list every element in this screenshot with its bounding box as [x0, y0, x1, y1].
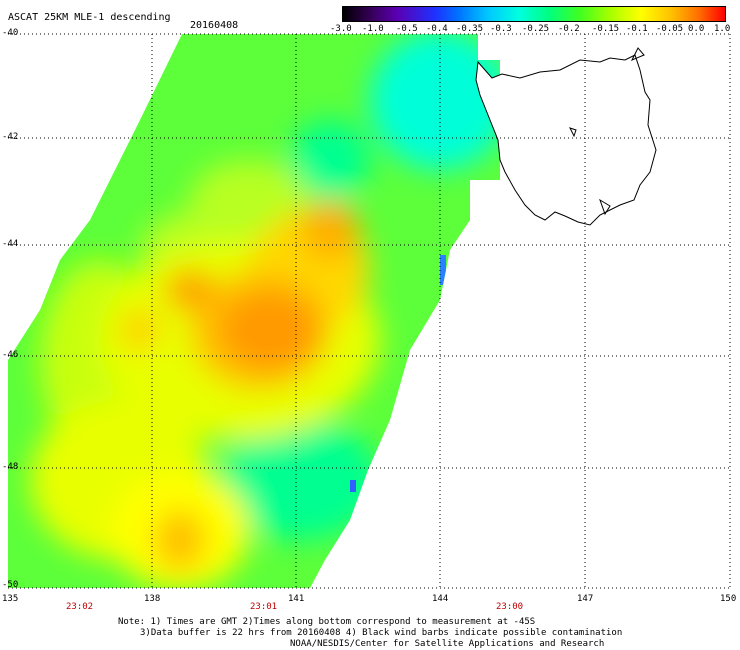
lon-label: 150	[720, 594, 737, 604]
graticule	[8, 33, 731, 589]
color-scale-bar	[342, 6, 726, 22]
credit-line: NOAA/NESDIS/Center for Satellite Applica…	[290, 639, 605, 649]
map-title: ASCAT 25KM MLE-1 descending	[8, 12, 171, 23]
cb-label: -0.15	[592, 24, 620, 34]
cb-label: -0.4	[426, 24, 448, 34]
island-outline	[630, 47, 645, 61]
lat-label: -44	[2, 239, 19, 249]
lat-label: -50	[2, 580, 19, 590]
cb-label: -0.05	[656, 24, 684, 34]
color-scale-labels: -3.0 -1.0 -0.5 -0.4 -0.35 -0.3 -0.25 -0.…	[330, 24, 730, 36]
lat-label: -48	[2, 462, 19, 472]
cb-label: -0.5	[396, 24, 418, 34]
lat-label: -42	[2, 132, 19, 142]
tasmania-coastline	[475, 54, 657, 226]
time-label: 23:01	[250, 602, 278, 612]
cb-label: -3.0	[330, 24, 352, 34]
lon-label: 138	[144, 594, 161, 604]
cb-label: -0.3	[490, 24, 512, 34]
lon-label: 144	[432, 594, 449, 604]
note-line: 3)Data buffer is 22 hrs from 20160408 4)…	[140, 628, 623, 638]
map-date: 20160408	[190, 20, 239, 31]
cb-label: -0.1	[626, 24, 648, 34]
time-label: 23:00	[496, 602, 524, 612]
cb-label: -0.25	[522, 24, 550, 34]
cb-label: 0.0	[688, 24, 705, 34]
lat-label: -46	[2, 350, 19, 360]
note-line: Note: 1) Times are GMT 2)Times along bot…	[118, 617, 536, 627]
island-outline	[569, 127, 577, 138]
lon-label: 135	[2, 594, 19, 604]
cb-label: -0.2	[558, 24, 580, 34]
lon-label: 141	[288, 594, 305, 604]
cb-label: -0.35	[456, 24, 484, 34]
wind-swath	[8, 34, 500, 588]
cb-label: -1.0	[362, 24, 384, 34]
cb-label: 1.0	[714, 24, 731, 34]
island-outline	[599, 198, 611, 216]
time-label: 23:02	[66, 602, 94, 612]
lat-label: -40	[2, 28, 19, 38]
lon-label: 147	[577, 594, 594, 604]
